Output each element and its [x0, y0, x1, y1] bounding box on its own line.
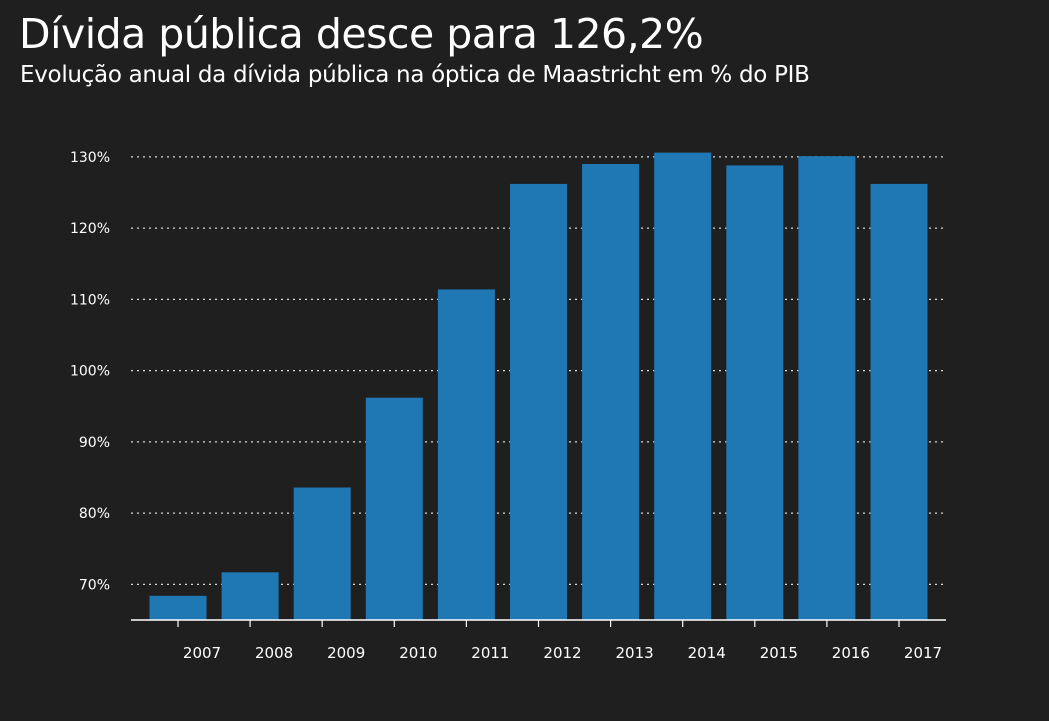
- bar-2015: [726, 165, 784, 620]
- chart-title: Dívida pública desce para 126,2%: [19, 10, 704, 58]
- y-tick-label: 90%: [79, 435, 110, 451]
- chart-subtitle: Evolução anual da dívida pública na ópti…: [20, 62, 810, 88]
- bar-2009: [293, 487, 351, 620]
- y-tick-label: 70%: [79, 577, 110, 593]
- bar-2017: [870, 183, 928, 620]
- bar-2010: [365, 397, 423, 620]
- y-tick-label: 100%: [70, 364, 110, 380]
- y-axis-ticks: 70% 80% 90% 100% 110% 120% 130%: [70, 150, 110, 594]
- bar-2013: [582, 164, 640, 620]
- bar-2016: [798, 156, 856, 620]
- x-tick-label: 2013: [616, 644, 654, 662]
- y-tick-label: 80%: [79, 506, 110, 522]
- bars: [149, 152, 928, 620]
- y-tick-label: 110%: [70, 292, 110, 308]
- bar-2011: [437, 289, 495, 620]
- bar-2007: [149, 595, 207, 620]
- x-tick-label: 2016: [832, 644, 870, 662]
- x-tick-label: 2007: [183, 644, 221, 662]
- bar-2008: [221, 572, 279, 620]
- y-tick-label: 120%: [70, 221, 110, 237]
- y-tick-label: 130%: [70, 150, 110, 166]
- bar-2012: [510, 183, 567, 620]
- x-tick-label: 2008: [255, 644, 293, 662]
- x-tick-label: 2011: [471, 644, 509, 662]
- x-tick-label: 2012: [543, 644, 581, 662]
- bar-2014: [654, 152, 712, 620]
- x-tick-label: 2010: [399, 644, 437, 662]
- x-tick-label: 2015: [760, 644, 798, 662]
- x-tick-label: 2017: [904, 644, 942, 662]
- x-axis-ticks: 2007 2008 2009 2010 2011 2012 2013 2014 2015 2016…: [177, 620, 942, 662]
- x-tick-label: 2009: [327, 644, 365, 662]
- x-tick-label: 2014: [688, 644, 726, 662]
